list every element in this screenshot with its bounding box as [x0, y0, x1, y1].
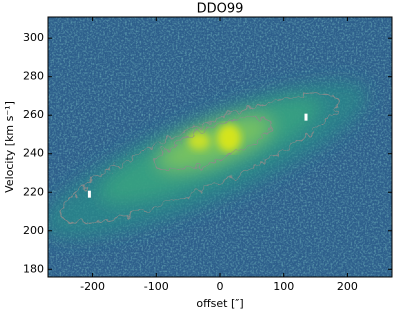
x-tick-label: 200	[337, 280, 358, 293]
y-tick-label: 220	[23, 185, 44, 198]
y-tick-label: 200	[23, 224, 44, 237]
x-tick-label: -200	[80, 280, 105, 293]
x-axis-label: offset [″]	[196, 297, 243, 310]
marker	[304, 113, 308, 121]
marker	[87, 190, 91, 198]
x-tick-label: 100	[273, 280, 294, 293]
plot-image	[48, 17, 392, 277]
x-tick-label: 0	[217, 280, 224, 293]
chart-title: DDO99	[197, 2, 244, 17]
y-tick-label: 260	[23, 108, 44, 121]
axes: -200 -100 0 100 200 180 200 220 240 260 280 300	[23, 17, 392, 293]
y-tick-label: 180	[23, 262, 44, 275]
y-tick-label: 280	[23, 70, 44, 83]
y-tick-label: 300	[23, 31, 44, 44]
plot-frame	[47, 16, 393, 278]
y-tick-label: 240	[23, 147, 44, 160]
x-tick-label: -100	[144, 280, 169, 293]
y-axis-label: Velocity [km s⁻¹]	[3, 101, 16, 193]
